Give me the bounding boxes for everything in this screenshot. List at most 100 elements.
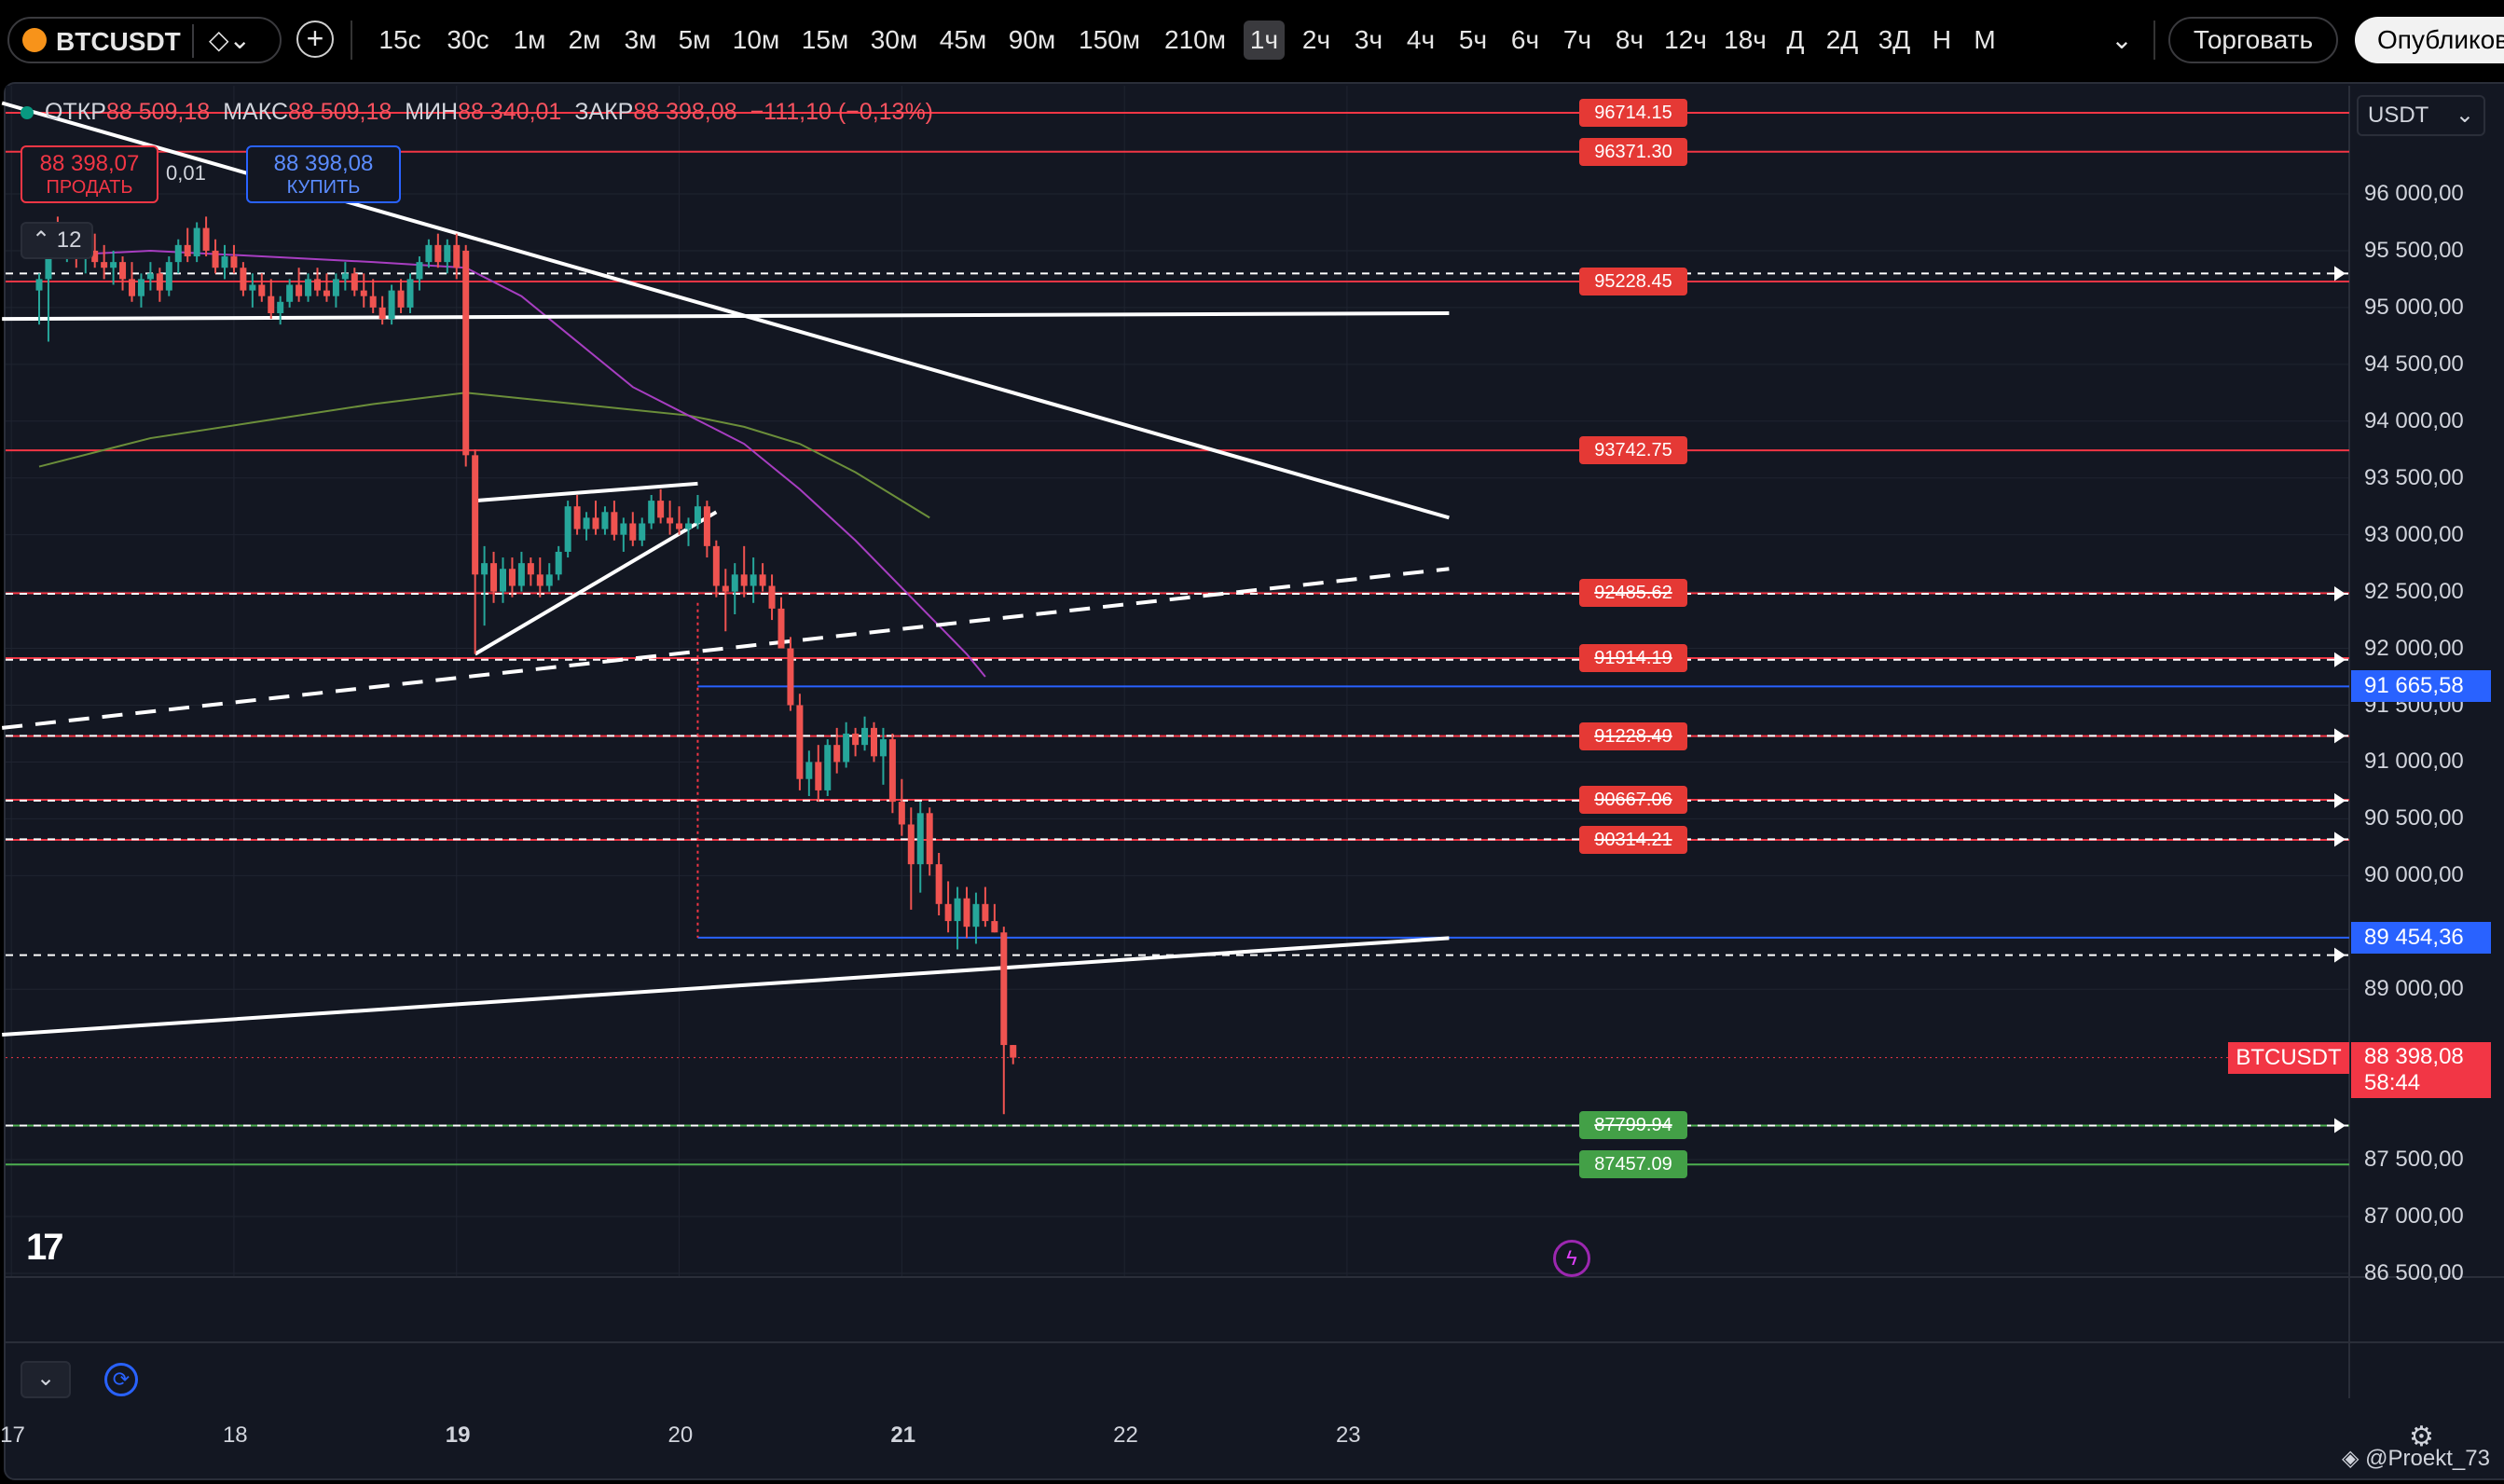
indicators-toggle[interactable]: ⌃ 12 bbox=[21, 222, 93, 259]
interval-3[interactable]: 2м bbox=[568, 25, 601, 54]
candle-body bbox=[592, 517, 599, 529]
trendline bbox=[2, 936, 1450, 1037]
candle-body bbox=[369, 295, 377, 308]
level-price-tag[interactable]: 95228.45 bbox=[1579, 268, 1687, 296]
symbol-divider bbox=[192, 24, 194, 58]
interval-8[interactable]: 30м bbox=[870, 25, 918, 54]
interval-22[interactable]: 18ч bbox=[1724, 25, 1767, 54]
candle-body bbox=[156, 273, 163, 291]
moving-average-green bbox=[38, 392, 930, 519]
level-price-tag[interactable]: 90314.21 bbox=[1579, 826, 1687, 855]
level-arrow-icon bbox=[2334, 792, 2346, 808]
candle-body bbox=[916, 813, 924, 865]
interval-9[interactable]: 45м bbox=[939, 25, 987, 54]
interval-23[interactable]: Д bbox=[1786, 25, 1805, 54]
level-price-tag[interactable]: 93742.75 bbox=[1579, 436, 1687, 465]
candle-body bbox=[101, 262, 108, 268]
candle-body bbox=[722, 585, 729, 592]
open-label: ОТКР bbox=[45, 99, 106, 125]
candle-body bbox=[527, 563, 534, 575]
level-price-tag[interactable]: 90667.06 bbox=[1579, 786, 1687, 815]
interval-26[interactable]: Н bbox=[1932, 25, 1952, 54]
interval-16[interactable]: 4ч bbox=[1406, 25, 1436, 54]
date-tick-label: 23 bbox=[1335, 1422, 1361, 1448]
candle-body bbox=[759, 574, 766, 586]
date-tick-label: 19 bbox=[445, 1422, 471, 1448]
lightning-icon[interactable]: ϟ bbox=[1553, 1240, 1590, 1277]
level-arrow-icon bbox=[2334, 652, 2346, 667]
trade-button[interactable]: Торговать bbox=[2168, 17, 2338, 63]
price-tick-label: 92 000,00 bbox=[2364, 635, 2464, 661]
level-price-tag[interactable]: 91228.49 bbox=[1579, 721, 1687, 750]
candle-body bbox=[416, 262, 423, 280]
interval-19[interactable]: 7ч bbox=[1562, 25, 1592, 54]
candle-body bbox=[768, 585, 776, 609]
level-arrow-icon bbox=[2334, 266, 2346, 282]
candle-body bbox=[861, 727, 869, 746]
candle-body bbox=[536, 574, 543, 586]
sell-button[interactable]: 88 398,07 ПРОДАТЬ bbox=[21, 145, 158, 203]
diamond-chevron-icon[interactable]: ◇⌄ bbox=[209, 25, 251, 54]
candle-body bbox=[935, 864, 942, 904]
interval-20[interactable]: 8ч bbox=[1615, 25, 1644, 54]
interval-18[interactable]: 6ч bbox=[1510, 25, 1540, 54]
intervals-chevron-down-icon[interactable]: ⌄ bbox=[2111, 25, 2133, 54]
settings-icon[interactable]: ⚙ bbox=[2409, 1422, 2434, 1452]
level-price-tag[interactable]: 92485.62 bbox=[1579, 579, 1687, 608]
interval-2[interactable]: 1м bbox=[513, 25, 546, 54]
interval-21[interactable]: 12ч bbox=[1664, 25, 1707, 54]
candle-body bbox=[305, 279, 312, 296]
price-tick-label: 94 000,00 bbox=[2364, 407, 2464, 433]
level-price-tag[interactable]: 96371.30 bbox=[1579, 137, 1687, 166]
date-tick-label: 18 bbox=[222, 1422, 248, 1448]
interval-14[interactable]: 2ч bbox=[1301, 25, 1331, 54]
interval-10[interactable]: 90м bbox=[1008, 25, 1056, 54]
candle-body bbox=[833, 745, 841, 763]
interval-17[interactable]: 5ч bbox=[1458, 25, 1488, 54]
candle-body bbox=[193, 227, 200, 257]
trendline bbox=[475, 481, 698, 503]
interval-12[interactable]: 210м bbox=[1164, 25, 1226, 54]
candle-body bbox=[453, 244, 461, 268]
candle-body bbox=[286, 284, 294, 302]
interval-0[interactable]: 15с bbox=[378, 25, 421, 54]
interval-4[interactable]: 3м bbox=[624, 25, 657, 54]
level-price-tag[interactable]: 87457.09 bbox=[1579, 1150, 1687, 1179]
interval-27[interactable]: М bbox=[1974, 25, 1996, 54]
interval-25[interactable]: 3Д bbox=[1878, 25, 1911, 54]
candle-body bbox=[202, 227, 210, 251]
level-price-tag[interactable]: 91914.19 bbox=[1579, 644, 1687, 672]
interval-1[interactable]: 30с bbox=[447, 25, 489, 54]
symbol-search-button[interactable]: BTCUSDT ◇⌄ bbox=[7, 17, 282, 63]
interval-7[interactable]: 15м bbox=[801, 25, 849, 54]
level-price-tag[interactable]: 96714.15 bbox=[1579, 98, 1687, 127]
candle-body bbox=[360, 290, 367, 296]
collapse-panel-chevron-icon[interactable]: ⌄ bbox=[21, 1361, 71, 1398]
indicator-count: 12 bbox=[56, 227, 82, 253]
interval-24[interactable]: 2Д bbox=[1825, 25, 1859, 54]
currency-select[interactable]: USDT ⌄ bbox=[2357, 95, 2485, 136]
price-tick-label: 90 000,00 bbox=[2364, 862, 2464, 888]
level-price-tag[interactable]: 87799.94 bbox=[1579, 1111, 1687, 1140]
interval-5[interactable]: 5м bbox=[678, 25, 711, 54]
interval-6[interactable]: 10м bbox=[732, 25, 780, 54]
trendline bbox=[1, 101, 1450, 520]
interval-11[interactable]: 150м bbox=[1079, 25, 1140, 54]
price-tick-label: 94 500,00 bbox=[2364, 350, 2464, 377]
compare-add-icon[interactable]: + bbox=[296, 21, 334, 58]
interval-15[interactable]: 3ч bbox=[1354, 25, 1383, 54]
close-value: 88 398,08 bbox=[633, 99, 737, 125]
candle-body bbox=[898, 802, 905, 825]
date-tick-label: 17 bbox=[0, 1422, 25, 1448]
buy-button[interactable]: 88 398,08 КУПИТЬ bbox=[246, 145, 401, 203]
publish-button[interactable]: Опубликовать bbox=[2355, 17, 2504, 63]
candle-body bbox=[545, 574, 553, 586]
interval-13[interactable]: 1ч bbox=[1244, 21, 1285, 60]
candle-body bbox=[258, 284, 266, 296]
candle-body bbox=[137, 279, 144, 296]
candle-body bbox=[351, 273, 358, 291]
candle-body bbox=[490, 563, 498, 592]
replay-sync-icon[interactable]: ⟳ bbox=[104, 1363, 138, 1396]
level-arrow-icon bbox=[2334, 1118, 2346, 1134]
